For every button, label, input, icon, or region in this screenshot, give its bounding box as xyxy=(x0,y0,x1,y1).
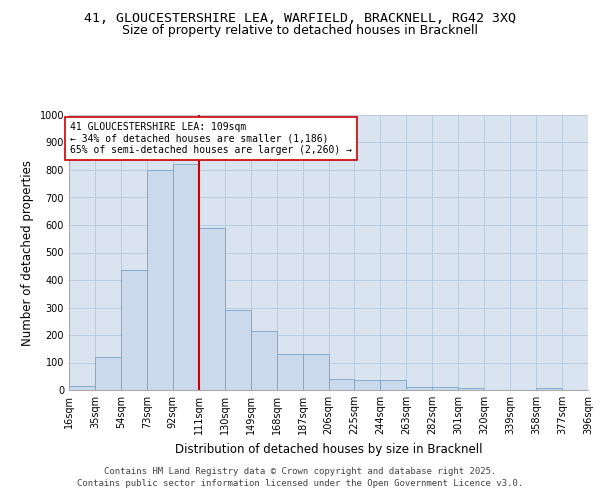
Y-axis label: Number of detached properties: Number of detached properties xyxy=(21,160,34,346)
Bar xyxy=(380,380,406,390)
X-axis label: Distribution of detached houses by size in Bracknell: Distribution of detached houses by size … xyxy=(175,442,482,456)
Bar xyxy=(406,386,432,390)
Bar xyxy=(121,270,147,390)
Bar xyxy=(355,380,380,390)
Bar xyxy=(432,387,458,390)
Bar xyxy=(588,388,600,390)
Bar xyxy=(95,357,121,390)
Text: Contains HM Land Registry data © Crown copyright and database right 2025.
Contai: Contains HM Land Registry data © Crown c… xyxy=(77,466,523,487)
Text: 41 GLOUCESTERSHIRE LEA: 109sqm
← 34% of detached houses are smaller (1,186)
65% : 41 GLOUCESTERSHIRE LEA: 109sqm ← 34% of … xyxy=(70,122,352,155)
Bar xyxy=(458,388,484,390)
Bar xyxy=(199,228,224,390)
Bar xyxy=(329,379,355,390)
Bar xyxy=(147,170,173,390)
Bar xyxy=(224,310,251,390)
Bar xyxy=(251,331,277,390)
Bar xyxy=(302,354,329,390)
Bar xyxy=(277,354,302,390)
Bar xyxy=(173,164,199,390)
Text: 41, GLOUCESTERSHIRE LEA, WARFIELD, BRACKNELL, RG42 3XQ: 41, GLOUCESTERSHIRE LEA, WARFIELD, BRACK… xyxy=(84,12,516,26)
Bar xyxy=(536,388,562,390)
Text: Size of property relative to detached houses in Bracknell: Size of property relative to detached ho… xyxy=(122,24,478,37)
Bar xyxy=(69,386,95,390)
